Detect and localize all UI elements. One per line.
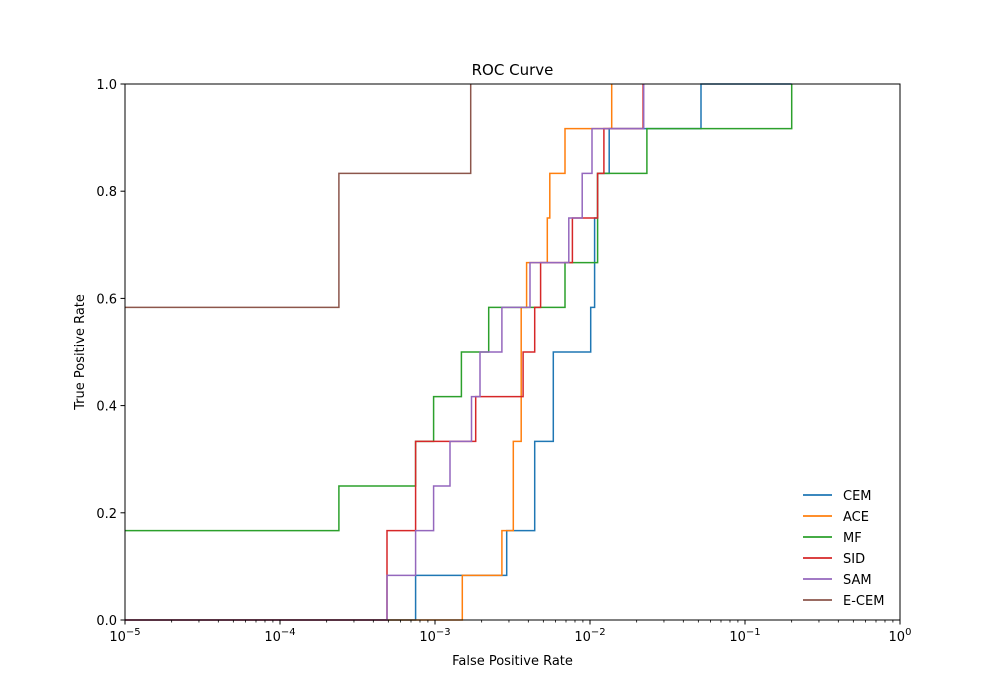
y-tick-label: 0.0: [96, 614, 117, 629]
series-line-ace: [125, 84, 613, 621]
x-tick-label: 10−5: [109, 627, 140, 645]
legend-label-ace: ACE: [843, 510, 869, 525]
x-tick-label: 10−3: [419, 627, 450, 645]
legend-label-mf: MF: [843, 531, 862, 546]
y-tick-label: 0.2: [96, 507, 117, 522]
legend-label-sid: SID: [843, 552, 865, 567]
series-line-cem: [125, 83, 792, 621]
x-tick-label: 10−4: [264, 627, 295, 645]
x-tick-label: 10−2: [574, 627, 605, 645]
y-axis-title: True Positive Rate: [73, 294, 88, 411]
legend-label-sam: SAM: [843, 573, 872, 588]
legend-label-e-cem: E-CEM: [843, 594, 884, 609]
x-tick-label: 100: [889, 627, 912, 645]
x-axis: 10−5 10−4 10−3 10−2 10−1 100: [109, 620, 911, 645]
y-tick-label: 0.6: [96, 292, 117, 307]
series-line-e-cem: [125, 84, 472, 309]
series-lines: [125, 83, 793, 621]
y-tick-label: 0.8: [96, 185, 117, 200]
x-axis-title: False Positive Rate: [452, 654, 573, 669]
y-tick-label: 1.0: [96, 78, 117, 93]
legend: CEM ACE MF SID SAM E-CEM: [803, 489, 884, 609]
x-tick-label: 10−1: [729, 627, 760, 645]
y-axis: 0.0 0.2 0.4 0.6 0.8 1.0: [96, 78, 125, 629]
series-line-sam: [125, 84, 645, 621]
chart-title: ROC Curve: [472, 61, 554, 79]
legend-label-cem: CEM: [843, 489, 872, 504]
plot-frame: [124, 83, 901, 621]
y-tick-label: 0.4: [96, 400, 117, 415]
series-line-sid: [125, 84, 644, 621]
